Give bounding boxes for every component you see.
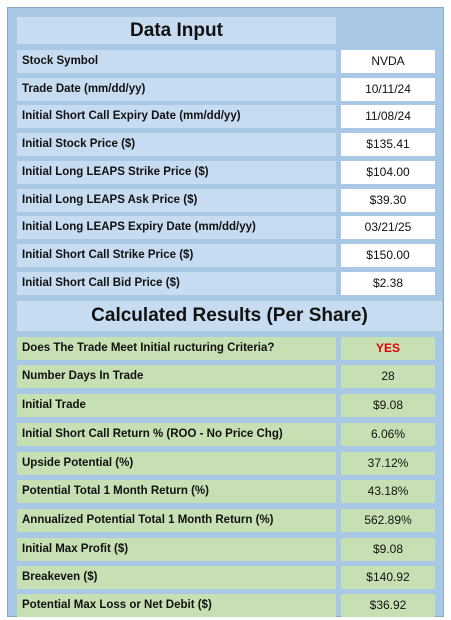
input-value-short-call-expiry[interactable]: 11/08/24 <box>341 105 435 128</box>
input-label-short-call-strike: Initial Short Call Strike Price ($) <box>17 244 336 267</box>
result-value-initial-trade: $9.08 <box>341 394 435 417</box>
result-value-breakeven: $140.92 <box>341 566 435 589</box>
result-value-annualized-return: 562.89% <box>341 509 435 532</box>
input-value-trade-date[interactable]: 10/11/24 <box>341 78 435 101</box>
input-label-short-call-bid: Initial Short Call Bid Price ($) <box>17 272 336 295</box>
result-label-upside-potential: Upside Potential (%) <box>17 452 336 475</box>
result-value-criteria: YES <box>341 337 435 360</box>
result-label-initial-trade: Initial Trade <box>17 394 336 417</box>
result-label-max-profit: Initial Max Profit ($) <box>17 538 336 561</box>
result-label-breakeven: Breakeven ($) <box>17 566 336 589</box>
result-value-days-in-trade: 28 <box>341 365 435 388</box>
input-label-stock-price: Initial Stock Price ($) <box>17 133 336 156</box>
input-label-trade-date: Trade Date (mm/dd/yy) <box>17 78 336 101</box>
data-input-header: Data Input <box>17 17 336 44</box>
input-label-leaps-strike: Initial Long LEAPS Strike Price ($) <box>17 161 336 184</box>
result-label-annualized-return: Annualized Potential Total 1 Month Retur… <box>17 509 336 532</box>
input-value-leaps-expiry[interactable]: 03/21/25 <box>341 216 435 239</box>
input-label-short-call-expiry: Initial Short Call Expiry Date (mm/dd/yy… <box>17 105 336 128</box>
result-label-criteria: Does The Trade Meet Initial ructuring Cr… <box>17 337 336 360</box>
result-value-max-profit: $9.08 <box>341 538 435 561</box>
spreadsheet-panel: Data Input Stock Symbol NVDA Trade Date … <box>7 7 444 617</box>
input-value-leaps-strike[interactable]: $104.00 <box>341 161 435 184</box>
input-label-stock-symbol: Stock Symbol <box>17 50 336 73</box>
input-value-stock-symbol[interactable]: NVDA <box>341 50 435 73</box>
input-value-short-call-bid[interactable]: $2.38 <box>341 272 435 295</box>
input-value-short-call-strike[interactable]: $150.00 <box>341 244 435 267</box>
result-label-max-loss: Potential Max Loss or Net Debit ($) <box>17 594 336 617</box>
result-label-days-in-trade: Number Days In Trade <box>17 365 336 388</box>
result-label-total-month-return: Potential Total 1 Month Return (%) <box>17 480 336 503</box>
input-label-leaps-expiry: Initial Long LEAPS Expiry Date (mm/dd/yy… <box>17 216 336 239</box>
input-value-stock-price[interactable]: $135.41 <box>341 133 435 156</box>
result-value-total-month-return: 43.18% <box>341 480 435 503</box>
result-value-upside-potential: 37.12% <box>341 452 435 475</box>
result-label-short-call-return: Initial Short Call Return % (ROO - No Pr… <box>17 423 336 446</box>
input-label-leaps-ask: Initial Long LEAPS Ask Price ($) <box>17 189 336 212</box>
result-value-max-loss: $36.92 <box>341 594 435 617</box>
input-value-leaps-ask[interactable]: $39.30 <box>341 189 435 212</box>
calculated-results-header: Calculated Results (Per Share) <box>17 301 442 331</box>
result-value-short-call-return: 6.06% <box>341 423 435 446</box>
